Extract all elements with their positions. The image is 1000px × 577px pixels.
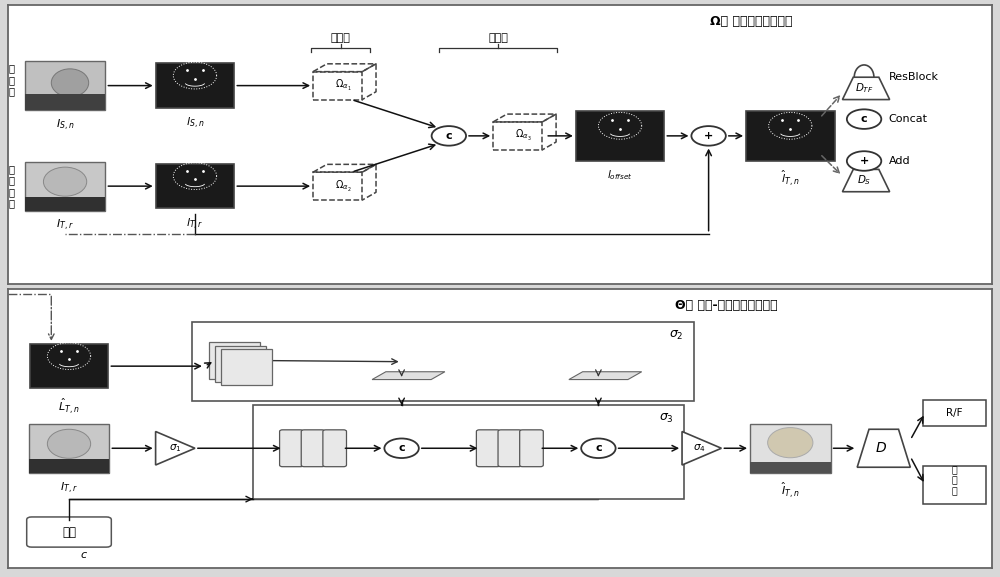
Bar [192, 322, 694, 402]
Bar [750, 462, 831, 473]
Text: c: c [595, 443, 602, 454]
Bar [313, 172, 362, 200]
Bar [493, 122, 542, 150]
FancyBboxPatch shape [323, 430, 346, 467]
Text: $D_{TF}$: $D_{TF}$ [855, 81, 873, 95]
Circle shape [384, 439, 419, 458]
Text: $l_{offset}$: $l_{offset}$ [607, 168, 633, 182]
Circle shape [432, 126, 466, 145]
Text: c: c [81, 550, 87, 560]
Bar [750, 424, 831, 473]
Bar [156, 164, 234, 208]
Text: ResBlock: ResBlock [889, 72, 939, 83]
Polygon shape [857, 429, 910, 467]
Ellipse shape [854, 65, 874, 89]
Circle shape [581, 439, 616, 458]
Text: 源
人
脸: 源 人 脸 [9, 63, 15, 96]
Text: $\sigma_4$: $\sigma_4$ [693, 443, 706, 454]
Bar [29, 424, 109, 473]
Ellipse shape [768, 428, 813, 458]
Text: $\sigma_1$: $\sigma_1$ [169, 443, 182, 454]
FancyBboxPatch shape [476, 430, 500, 467]
Text: Θ： 几何-属性感知的生成器: Θ： 几何-属性感知的生成器 [675, 299, 778, 312]
Bar [29, 459, 109, 473]
Text: $l_{T,r}$: $l_{T,r}$ [186, 217, 204, 232]
Bar [25, 197, 105, 211]
FancyBboxPatch shape [520, 430, 543, 467]
Text: +: + [859, 156, 869, 166]
Bar [25, 162, 105, 211]
Ellipse shape [51, 69, 89, 97]
Bar [576, 111, 664, 161]
Text: $\hat{l}_{T,n}$: $\hat{l}_{T,n}$ [781, 168, 800, 188]
Text: R/F: R/F [946, 408, 963, 418]
Text: $D$: $D$ [875, 441, 887, 455]
Bar [746, 111, 835, 161]
Text: $\Omega_{\alpha_3}$: $\Omega_{\alpha_3}$ [515, 128, 532, 144]
Bar [313, 72, 362, 100]
Text: $\Omega_{\alpha_2}$: $\Omega_{\alpha_2}$ [335, 179, 352, 194]
Text: $D_S$: $D_S$ [857, 174, 871, 188]
Polygon shape [156, 432, 195, 465]
Text: $l_{S,n}$: $l_{S,n}$ [186, 117, 204, 132]
Bar [215, 346, 266, 382]
Text: 解码器: 解码器 [488, 32, 508, 43]
Circle shape [847, 109, 881, 129]
Text: 编码器: 编码器 [331, 32, 351, 43]
Bar [253, 405, 684, 499]
Ellipse shape [43, 167, 87, 196]
Text: c: c [398, 443, 405, 454]
Text: $I_{S,n}$: $I_{S,n}$ [56, 118, 74, 133]
Text: 目
标
人
脸: 目 标 人 脸 [9, 164, 15, 208]
Bar [25, 61, 105, 110]
Circle shape [847, 151, 881, 171]
FancyBboxPatch shape [498, 430, 522, 467]
FancyBboxPatch shape [301, 430, 325, 467]
FancyBboxPatch shape [280, 430, 303, 467]
Polygon shape [842, 77, 890, 100]
FancyBboxPatch shape [923, 400, 986, 426]
FancyBboxPatch shape [27, 517, 111, 547]
Text: $\hat{L}_{T,n}$: $\hat{L}_{T,n}$ [58, 397, 80, 417]
Polygon shape [842, 170, 890, 192]
Bar [30, 344, 108, 388]
Text: c: c [446, 131, 452, 141]
Text: 标签: 标签 [62, 526, 76, 538]
Text: Add: Add [889, 156, 910, 166]
Bar [221, 349, 272, 385]
Text: Ω： 人脸特征点生成器: Ω： 人脸特征点生成器 [710, 14, 792, 28]
Text: $\sigma_3$: $\sigma_3$ [659, 412, 674, 425]
Text: $\hat{I}_{T,n}$: $\hat{I}_{T,n}$ [781, 481, 800, 500]
Polygon shape [372, 372, 445, 380]
Bar [25, 95, 105, 110]
FancyBboxPatch shape [923, 466, 986, 504]
Text: $\Omega_{\alpha_1}$: $\Omega_{\alpha_1}$ [335, 78, 352, 93]
Ellipse shape [47, 429, 91, 458]
Text: $I_{T,r}$: $I_{T,r}$ [60, 481, 78, 496]
Text: 感
知
损: 感 知 损 [952, 466, 957, 496]
Text: c: c [861, 114, 867, 124]
Text: +: + [704, 131, 713, 141]
Polygon shape [569, 372, 642, 380]
Text: Concat: Concat [889, 114, 928, 124]
Text: $\sigma_2$: $\sigma_2$ [669, 329, 684, 342]
Circle shape [691, 126, 726, 145]
Text: $I_{T,r}$: $I_{T,r}$ [56, 218, 74, 233]
Bar [156, 63, 234, 108]
Bar [209, 342, 260, 379]
Polygon shape [682, 432, 721, 465]
